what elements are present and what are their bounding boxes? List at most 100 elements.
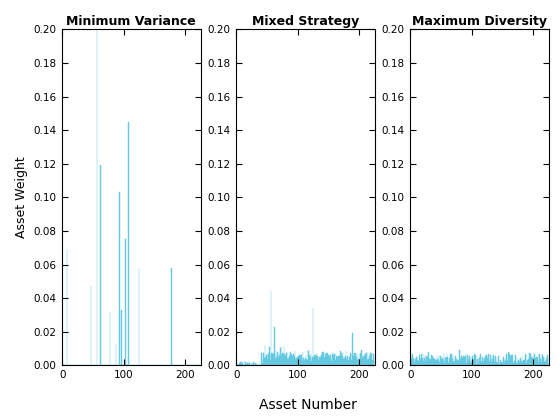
Bar (272, 353, 273, 365)
Bar (253, 362, 254, 365)
Bar (128, 122, 129, 365)
Bar (487, 358, 488, 365)
Bar (311, 361, 312, 365)
Bar (277, 352, 278, 365)
Bar (374, 359, 375, 365)
Bar (438, 354, 440, 365)
Bar (481, 362, 482, 365)
Bar (427, 357, 428, 365)
Bar (540, 358, 541, 365)
Bar (431, 355, 432, 365)
Bar (313, 357, 314, 365)
Bar (525, 354, 526, 365)
Bar (367, 360, 368, 365)
Bar (245, 362, 246, 365)
Bar (365, 354, 366, 365)
Bar (536, 357, 537, 365)
Bar (346, 360, 347, 365)
Bar (417, 360, 418, 365)
Bar (307, 350, 308, 365)
Bar (266, 354, 267, 365)
Bar (263, 353, 264, 365)
Bar (316, 356, 317, 365)
Bar (290, 354, 291, 365)
Bar (527, 360, 528, 365)
Bar (246, 364, 247, 365)
Bar (332, 354, 333, 365)
Bar (302, 361, 303, 365)
Bar (446, 357, 447, 365)
Bar (499, 363, 500, 365)
Bar (276, 352, 277, 365)
Bar (468, 359, 469, 365)
Bar (508, 355, 509, 365)
Bar (368, 359, 369, 365)
Bar (458, 361, 459, 365)
Bar (412, 354, 413, 365)
Bar (520, 358, 521, 365)
Bar (444, 363, 445, 365)
Bar (275, 359, 276, 365)
Bar (474, 354, 475, 365)
Bar (528, 359, 529, 365)
Bar (456, 362, 457, 365)
Bar (294, 356, 295, 365)
Bar (492, 359, 493, 365)
Bar (339, 360, 340, 365)
Bar (371, 352, 372, 365)
Bar (414, 363, 415, 365)
Bar (321, 355, 322, 365)
Text: Asset Number: Asset Number (259, 398, 357, 412)
Bar (535, 361, 536, 365)
Bar (338, 356, 339, 365)
Bar (505, 360, 506, 365)
Bar (298, 356, 299, 365)
Bar (363, 356, 364, 365)
Bar (421, 354, 422, 365)
Bar (301, 358, 302, 365)
Bar (539, 354, 540, 365)
Bar (533, 363, 534, 365)
Bar (457, 360, 458, 365)
Bar (413, 358, 414, 365)
Bar (274, 354, 275, 365)
Bar (545, 361, 546, 365)
Bar (451, 355, 452, 365)
Bar (538, 362, 539, 365)
Bar (454, 361, 455, 365)
Bar (426, 358, 427, 365)
Bar (543, 357, 544, 365)
Bar (322, 354, 323, 365)
Bar (320, 356, 321, 365)
Bar (351, 360, 352, 365)
Bar (415, 361, 416, 365)
Bar (516, 363, 517, 365)
Bar (280, 347, 281, 365)
Bar (268, 354, 269, 365)
Bar (512, 355, 513, 365)
Bar (265, 357, 266, 365)
Bar (292, 356, 293, 365)
Bar (483, 362, 484, 365)
Bar (344, 357, 345, 365)
Bar (430, 359, 431, 365)
Bar (495, 356, 496, 365)
Bar (337, 357, 338, 365)
Bar (330, 355, 331, 365)
Bar (463, 356, 464, 365)
Bar (537, 357, 538, 365)
Bar (350, 353, 351, 365)
Title: Mixed Strategy: Mixed Strategy (251, 15, 359, 28)
Bar (477, 359, 478, 365)
Bar (354, 353, 355, 365)
Bar (369, 356, 370, 365)
Bar (489, 362, 490, 365)
Bar (240, 362, 241, 365)
Bar (314, 355, 315, 365)
Bar (329, 357, 330, 365)
Bar (291, 354, 292, 365)
Bar (416, 357, 417, 365)
Bar (262, 363, 263, 365)
Bar (494, 357, 495, 365)
Bar (297, 357, 298, 365)
